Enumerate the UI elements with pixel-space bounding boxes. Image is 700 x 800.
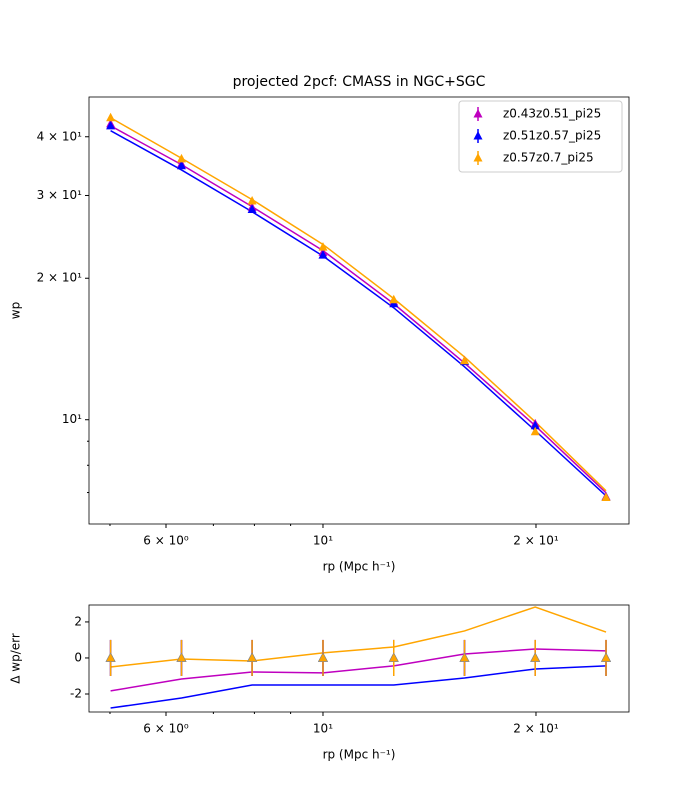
data-point [601, 652, 612, 662]
x-axis-label: rp (Mpc h⁻¹) [323, 560, 396, 574]
plot-frame [88, 604, 630, 713]
data-point [460, 355, 470, 365]
data-point [247, 652, 258, 662]
data-point [459, 652, 470, 662]
data-point [317, 652, 328, 662]
data-point [388, 652, 399, 662]
data-point [106, 112, 116, 122]
model-line [110, 117, 607, 492]
x-tick-label: 6 × 10⁰ [143, 722, 189, 736]
data-point [530, 652, 541, 662]
legend-label: z0.51z0.57_pi25 [503, 129, 601, 143]
data-point [318, 242, 328, 251]
y-tick-label: -2 [70, 686, 82, 700]
data-point [176, 652, 187, 662]
legend-box [458, 100, 623, 173]
x-axis-label: rp (Mpc h⁻¹) [323, 748, 396, 762]
legend-marker [473, 153, 483, 162]
legend-marker [473, 131, 483, 140]
model-line [110, 648, 607, 692]
data-point [106, 120, 116, 130]
data-point [389, 294, 399, 304]
y-tick-label: 2 × 10¹ [37, 271, 83, 285]
legend-marker [473, 109, 483, 118]
model-line [110, 125, 607, 494]
x-tick-label: 10¹ [313, 534, 333, 548]
data-point [530, 426, 540, 436]
legend-label: z0.43z0.51_pi25 [503, 107, 601, 121]
y-tick-label: 4 × 10¹ [37, 129, 83, 143]
y-tick-label: 2 [74, 614, 82, 628]
x-tick-label: 10¹ [313, 722, 333, 736]
data-point [318, 250, 328, 259]
data-point [176, 160, 186, 170]
y-tick-label: 10¹ [62, 412, 82, 426]
chart-title: projected 2pcf: CMASS in NGC+SGC [233, 74, 486, 90]
y-axis-label: Δ wp/err [9, 633, 23, 684]
data-point [176, 153, 186, 163]
y-tick-label: 0 [74, 650, 82, 664]
data-point [105, 652, 116, 662]
model-line [110, 665, 607, 709]
data-point [530, 420, 540, 430]
y-axis-label: wp [9, 302, 23, 319]
y-tick-label: 3 × 10¹ [37, 188, 83, 202]
legend-label: z0.57z0.7_pi25 [503, 151, 594, 165]
data-point [247, 195, 257, 205]
x-tick-label: 2 × 10¹ [513, 534, 559, 548]
x-tick-label: 2 × 10¹ [513, 722, 559, 736]
plot-frame [88, 96, 630, 525]
data-point [247, 204, 257, 214]
model-line [110, 606, 607, 668]
x-tick-label: 6 × 10⁰ [143, 534, 189, 548]
data-point [601, 492, 611, 502]
model-line [110, 130, 607, 497]
